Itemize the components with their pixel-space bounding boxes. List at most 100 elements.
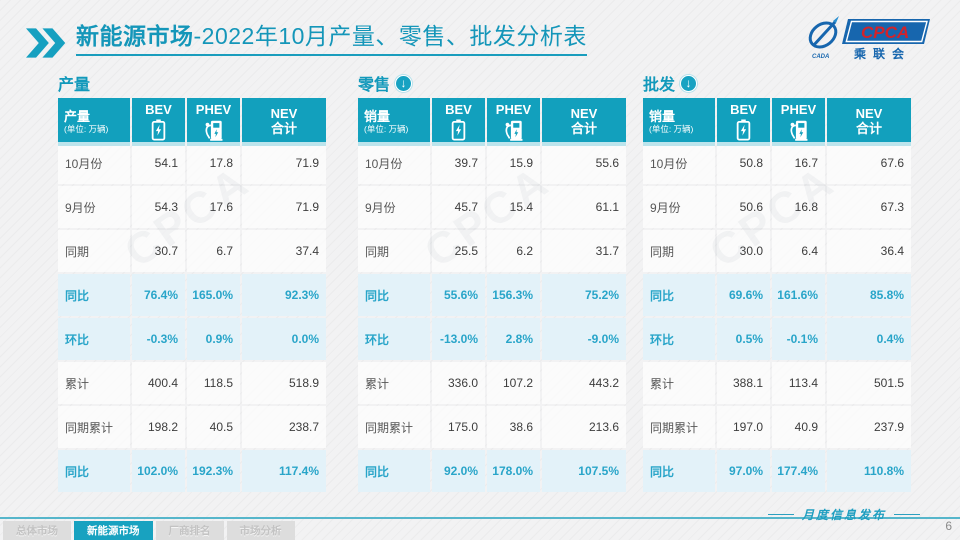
row-label: 同期 [358, 230, 430, 272]
cell-value: 198.2 [132, 406, 185, 448]
cell-value: 61.1 [542, 186, 626, 228]
nav-tab-市场分析[interactable]: 市场分析 [226, 521, 295, 540]
cell-value: 178.0% [487, 450, 540, 492]
cell-value: 39.7 [432, 142, 485, 184]
cell-value: 45.7 [432, 186, 485, 228]
row-label: 同期累计 [358, 406, 430, 448]
cell-value: 50.8 [717, 142, 770, 184]
row-label: 同比 [643, 274, 715, 316]
cell-value: 0.9% [187, 318, 240, 360]
col-header-bev: BEV [717, 98, 770, 146]
cell-value: 71.9 [242, 142, 326, 184]
col-header-nev: NEV 合计 [827, 98, 911, 146]
cell-value: 36.4 [827, 230, 911, 272]
row-label: 同期累计 [58, 406, 130, 448]
cell-value: 165.0% [187, 274, 240, 316]
cell-value: 388.1 [717, 362, 770, 404]
table-panel-批发: 批发 ↓ 销量 (单位: 万辆) BEV PHEV [643, 72, 911, 492]
table-section-title: 产量 [58, 72, 326, 94]
col-header-bev: BEV [132, 98, 185, 146]
cell-value: 197.0 [717, 406, 770, 448]
table-corner-header: 销量 (单位: 万辆) [358, 98, 430, 146]
row-label: 累计 [358, 362, 430, 404]
cell-value: 518.9 [242, 362, 326, 404]
nav-tab-总体市场[interactable]: 总体市场 [3, 521, 71, 540]
nav-tab-厂商排名[interactable]: 厂商排名 [155, 521, 224, 540]
cell-value: 67.6 [827, 142, 911, 184]
dash-right [894, 514, 920, 515]
col-header-phev: PHEV [187, 98, 240, 146]
logo-cada-text: CADA [812, 54, 829, 60]
row-label: 环比 [358, 318, 430, 360]
cell-value: 2.8% [487, 318, 540, 360]
cell-value: 85.8% [827, 274, 911, 316]
cell-value: 76.4% [132, 274, 185, 316]
dash-left [767, 514, 794, 515]
cell-value: 67.3 [827, 186, 911, 228]
table-corner-header: 产量 (单位: 万辆) [58, 98, 130, 146]
row-label: 9月份 [58, 186, 130, 228]
cell-value: 55.6% [432, 274, 485, 316]
cell-value: 15.4 [487, 186, 540, 228]
table-panel-零售: 零售 ↓ 销量 (单位: 万辆) BEV PHEV [358, 72, 626, 492]
row-label: 同比 [58, 450, 130, 492]
cell-value: 15.9 [487, 142, 540, 184]
slide-header: 新能源市场-2022年10月产量、零售、批发分析表 [26, 23, 587, 58]
row-label: 环比 [643, 318, 715, 360]
cell-value: 113.4 [772, 362, 825, 404]
cell-value: 16.8 [772, 186, 825, 228]
unit-sub-label: (单位: 万辆) [364, 123, 409, 134]
cell-value: 40.9 [772, 406, 825, 448]
data-table: 销量 (单位: 万辆) BEV PHEV [643, 98, 911, 492]
down-arrow-icon: ↓ [680, 74, 698, 92]
cell-value: 6.2 [487, 230, 540, 272]
page-title-keyword: 新能源市场 [76, 23, 194, 49]
cell-value: 161.6% [772, 274, 825, 316]
cpca-logo: CADA CPCA 乘联会 [808, 16, 930, 61]
cell-value: 237.9 [827, 406, 911, 448]
logo-sub-text: 乘联会 [853, 46, 911, 61]
cell-value: 6.4 [772, 230, 825, 272]
cell-value: 238.7 [242, 406, 326, 448]
cell-value: 118.5 [187, 362, 240, 404]
table-corner-header: 销量 (单位: 万辆) [643, 98, 715, 146]
cell-value: 75.2% [542, 274, 626, 316]
row-label: 同期 [58, 230, 130, 272]
cell-value: 38.6 [487, 406, 540, 448]
tables-area: 产量 产量 (单位: 万辆) BEV PHEV [0, 72, 960, 502]
charging-station-icon [205, 120, 222, 141]
col-header-phev: PHEV [772, 98, 825, 146]
row-label: 9月份 [643, 186, 715, 228]
cell-value: 107.2 [487, 362, 540, 404]
unit-sub-label: (单位: 万辆) [649, 123, 694, 134]
row-label: 同比 [358, 450, 430, 492]
cell-value: 40.5 [187, 406, 240, 448]
cell-value: 6.7 [187, 230, 240, 272]
section-label: 产量 [58, 77, 91, 94]
row-label: 同期累计 [643, 406, 715, 448]
unit-sub-label: (单位: 万辆) [64, 123, 109, 134]
cell-value: 0.5% [717, 318, 770, 360]
table-section-title: 零售 ↓ [358, 72, 626, 94]
page-number: 6 [945, 519, 952, 533]
row-label: 环比 [58, 318, 130, 360]
battery-icon [151, 119, 166, 141]
page-title-rest: -2022年10月产量、零售、批发分析表 [193, 23, 587, 49]
nav-tab-新能源市场[interactable]: 新能源市场 [74, 521, 153, 540]
cell-value: 17.6 [187, 186, 240, 228]
cell-value: 31.7 [542, 230, 626, 272]
battery-icon [736, 119, 751, 141]
cell-value: 54.3 [132, 186, 185, 228]
page-title: 新能源市场-2022年10月产量、零售、批发分析表 [76, 23, 587, 57]
col-header-nev: NEV 合计 [542, 98, 626, 146]
row-label: 累计 [643, 362, 715, 404]
col-header-bev: BEV [432, 98, 485, 146]
cell-value: 30.7 [132, 230, 185, 272]
cell-value: -0.3% [132, 318, 185, 360]
cell-value: 107.5% [542, 450, 626, 492]
publish-label-group: 月度信息发布 [767, 506, 920, 523]
unit-label: 销量 [364, 108, 391, 124]
cell-value: -13.0% [432, 318, 485, 360]
unit-label: 销量 [649, 108, 676, 124]
charging-station-icon [790, 120, 807, 141]
